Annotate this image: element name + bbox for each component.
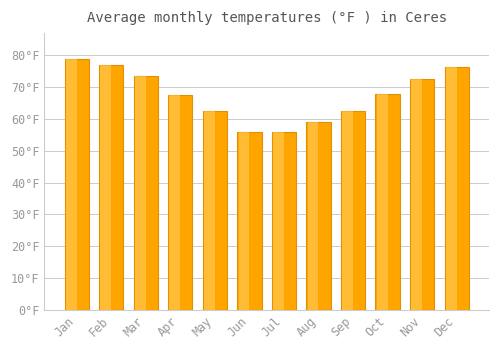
Bar bbox=[273, 132, 284, 310]
Bar bbox=[203, 111, 227, 310]
Bar bbox=[134, 76, 158, 310]
Bar bbox=[342, 111, 353, 310]
Bar bbox=[411, 79, 422, 310]
Title: Average monthly temperatures (°F ) in Ceres: Average monthly temperatures (°F ) in Ce… bbox=[86, 11, 446, 25]
Bar bbox=[64, 59, 89, 310]
Bar bbox=[135, 76, 146, 310]
Bar bbox=[376, 93, 400, 310]
Bar bbox=[306, 122, 330, 310]
Bar bbox=[444, 66, 468, 310]
Bar bbox=[272, 132, 296, 310]
Bar bbox=[204, 111, 215, 310]
Bar bbox=[66, 59, 77, 310]
Bar bbox=[446, 66, 456, 310]
Bar bbox=[341, 111, 365, 310]
Bar bbox=[308, 122, 318, 310]
Bar bbox=[170, 95, 180, 310]
Bar bbox=[410, 79, 434, 310]
Bar bbox=[376, 93, 388, 310]
Bar bbox=[238, 132, 262, 310]
Bar bbox=[168, 95, 192, 310]
Bar bbox=[99, 65, 124, 310]
Bar bbox=[238, 132, 250, 310]
Bar bbox=[100, 65, 112, 310]
